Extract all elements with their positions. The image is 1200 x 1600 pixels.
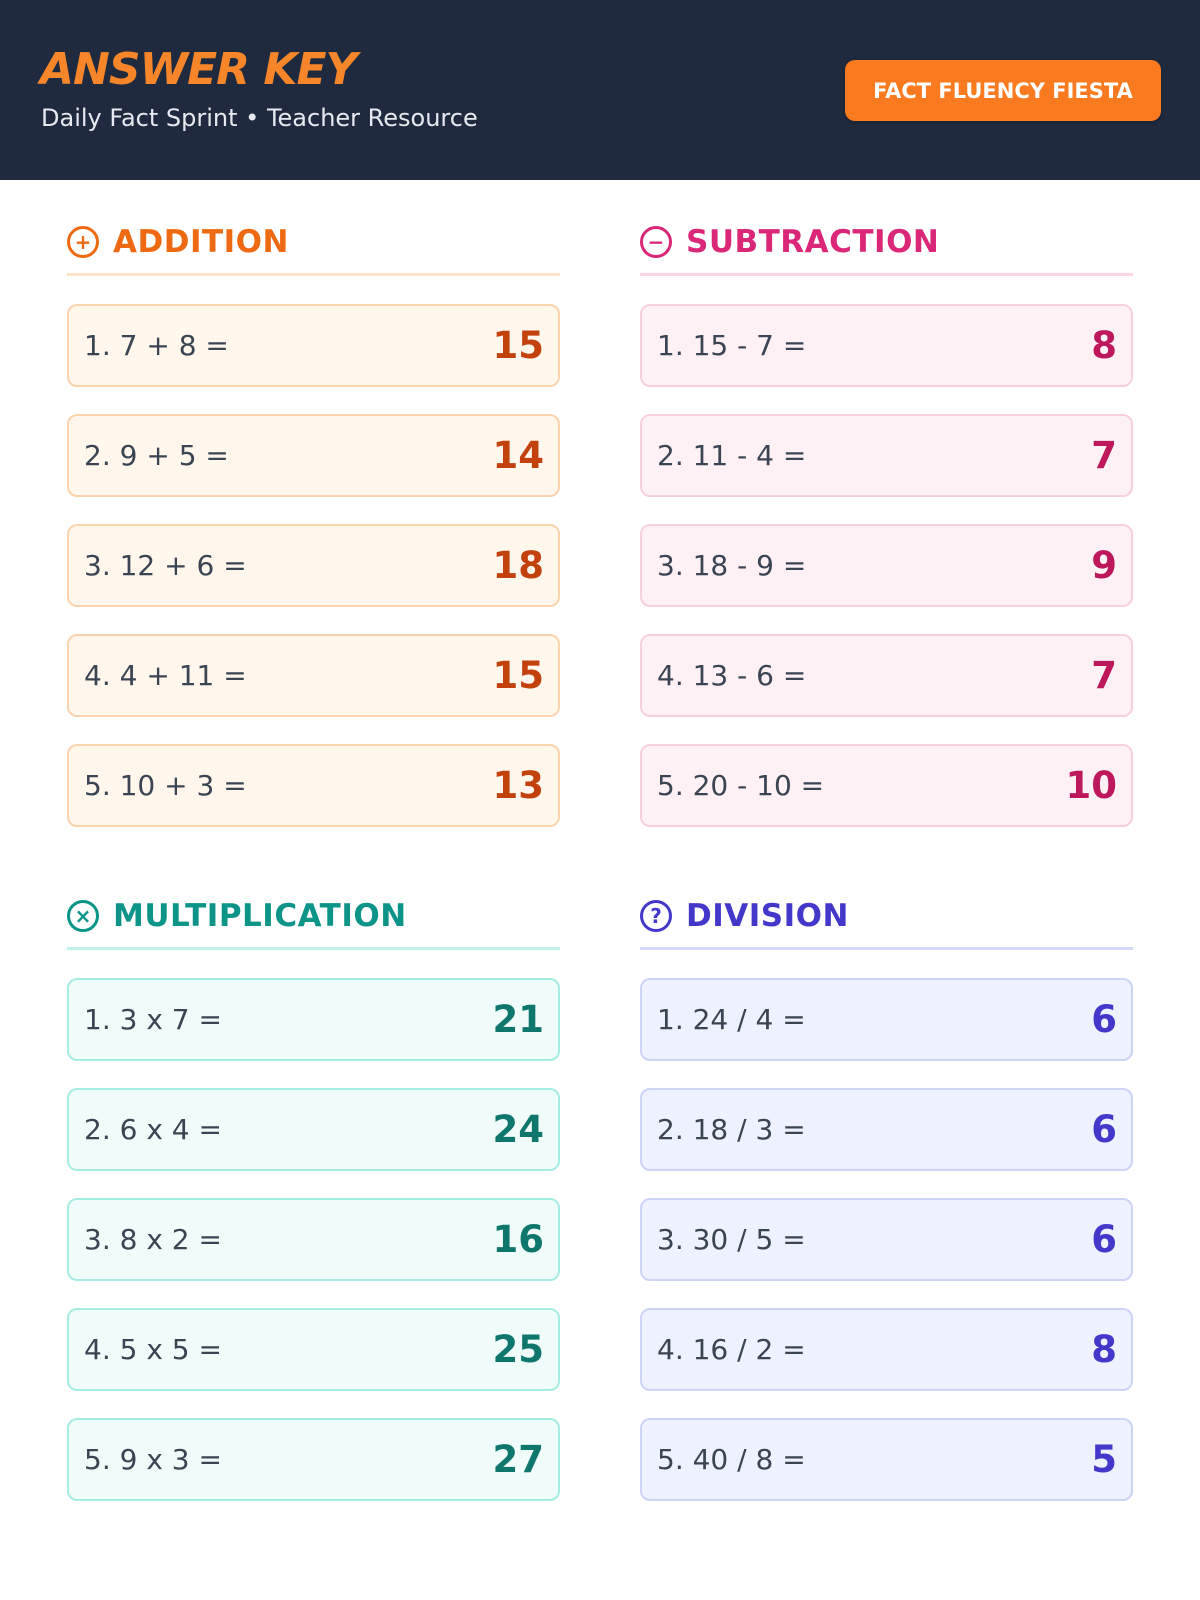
- problem-text: 4. 5 x 5 =: [84, 1333, 222, 1366]
- answer-value: 25: [492, 1328, 545, 1371]
- answer-value: 27: [492, 1438, 545, 1481]
- problem-text: 4. 13 - 6 =: [657, 659, 807, 692]
- problem-text: 3. 30 / 5 =: [657, 1223, 806, 1256]
- problem-row: 3. 8 x 2 = 16: [67, 1198, 560, 1281]
- answer-value: 7: [1091, 654, 1117, 697]
- section-title: DIVISION: [686, 898, 849, 934]
- problem-text: 5. 10 + 3 =: [84, 769, 247, 802]
- section-header: ? DIVISION: [640, 872, 1133, 950]
- title-badge: FACT FLUENCY FIESTA: [845, 60, 1161, 121]
- problem-text: 1. 7 + 8 =: [84, 329, 229, 362]
- page-header: ANSWER KEY Daily Fact Sprint • Teacher R…: [0, 0, 1200, 180]
- minus-circle-icon: −: [640, 226, 672, 258]
- problem-row: 2. 11 - 4 = 7: [640, 414, 1133, 497]
- problem-text: 2. 11 - 4 =: [657, 439, 807, 472]
- section-header: × MULTIPLICATION: [67, 872, 560, 950]
- section-title: MULTIPLICATION: [113, 898, 407, 934]
- answer-value: 6: [1091, 1108, 1117, 1151]
- answer-value: 8: [1091, 1328, 1117, 1371]
- problem-row: 5. 20 - 10 = 10: [640, 744, 1133, 827]
- subtraction-section: − SUBTRACTION 1. 15 - 7 = 8 2. 11 - 4 = 7 …: [640, 198, 1133, 854]
- answer-value: 6: [1091, 1218, 1117, 1261]
- problem-text: 3. 12 + 6 =: [84, 549, 247, 582]
- problem-text: 5. 9 x 3 =: [84, 1443, 222, 1476]
- answer-value: 21: [492, 998, 545, 1041]
- answer-value: 18: [492, 544, 545, 587]
- answer-value: 24: [492, 1108, 545, 1151]
- section-header: + ADDITION: [67, 198, 560, 276]
- problem-row: 1. 15 - 7 = 8: [640, 304, 1133, 387]
- section-header: − SUBTRACTION: [640, 198, 1133, 276]
- problem-text: 3. 8 x 2 =: [84, 1223, 222, 1256]
- section-title: ADDITION: [113, 224, 289, 260]
- problem-text: 2. 9 + 5 =: [84, 439, 229, 472]
- answer-value: 8: [1091, 324, 1117, 367]
- problem-text: 1. 15 - 7 =: [657, 329, 807, 362]
- problem-row: 2. 6 x 4 = 24: [67, 1088, 560, 1171]
- problem-row: 4. 4 + 11 = 15: [67, 634, 560, 717]
- problem-row: 4. 5 x 5 = 25: [67, 1308, 560, 1391]
- multiplication-section: × MULTIPLICATION 1. 3 x 7 = 21 2. 6 x 4 =…: [67, 872, 560, 1528]
- problem-text: 4. 16 / 2 =: [657, 1333, 806, 1366]
- problem-row: 5. 9 x 3 = 27: [67, 1418, 560, 1501]
- problem-text: 5. 40 / 8 =: [657, 1443, 806, 1476]
- problem-text: 2. 18 / 3 =: [657, 1113, 806, 1146]
- answer-value: 9: [1091, 544, 1117, 587]
- answer-value: 15: [492, 654, 545, 697]
- problem-row: 1. 24 / 4 = 6: [640, 978, 1133, 1061]
- answer-value: 7: [1091, 434, 1117, 477]
- problem-row: 3. 18 - 9 = 9: [640, 524, 1133, 607]
- problem-text: 2. 6 x 4 =: [84, 1113, 222, 1146]
- division-section: ? DIVISION 1. 24 / 4 = 6 2. 18 / 3 = 6 3. …: [640, 872, 1133, 1528]
- answer-value: 5: [1091, 1438, 1117, 1481]
- problem-row: 1. 7 + 8 = 15: [67, 304, 560, 387]
- problem-row: 4. 16 / 2 = 8: [640, 1308, 1133, 1391]
- problem-row: 5. 10 + 3 = 13: [67, 744, 560, 827]
- problem-row: 5. 40 / 8 = 5: [640, 1418, 1133, 1501]
- problem-row: 2. 9 + 5 = 14: [67, 414, 560, 497]
- problem-text: 4. 4 + 11 =: [84, 659, 247, 692]
- page-subtitle: Daily Fact Sprint • Teacher Resource: [41, 104, 478, 132]
- problem-row: 4. 13 - 6 = 7: [640, 634, 1133, 717]
- answer-value: 6: [1091, 998, 1117, 1041]
- problem-text: 1. 3 x 7 =: [84, 1003, 222, 1036]
- answer-value: 14: [492, 434, 545, 477]
- answer-value: 16: [492, 1218, 545, 1261]
- plus-circle-icon: +: [67, 226, 99, 258]
- times-circle-icon: ×: [67, 900, 99, 932]
- problem-row: 2. 18 / 3 = 6: [640, 1088, 1133, 1171]
- answer-value: 15: [492, 324, 545, 367]
- answer-value: 10: [1065, 764, 1118, 807]
- problem-row: 1. 3 x 7 = 21: [67, 978, 560, 1061]
- section-title: SUBTRACTION: [686, 224, 940, 260]
- problem-text: 1. 24 / 4 =: [657, 1003, 806, 1036]
- problem-row: 3. 12 + 6 = 18: [67, 524, 560, 607]
- answer-value: 13: [492, 764, 545, 807]
- page-title: ANSWER KEY: [40, 44, 357, 95]
- question-circle-icon: ?: [640, 900, 672, 932]
- problem-text: 5. 20 - 10 =: [657, 769, 825, 802]
- problem-row: 3. 30 / 5 = 6: [640, 1198, 1133, 1281]
- problem-text: 3. 18 - 9 =: [657, 549, 807, 582]
- addition-section: + ADDITION 1. 7 + 8 = 15 2. 9 + 5 = 14 3. …: [67, 198, 560, 854]
